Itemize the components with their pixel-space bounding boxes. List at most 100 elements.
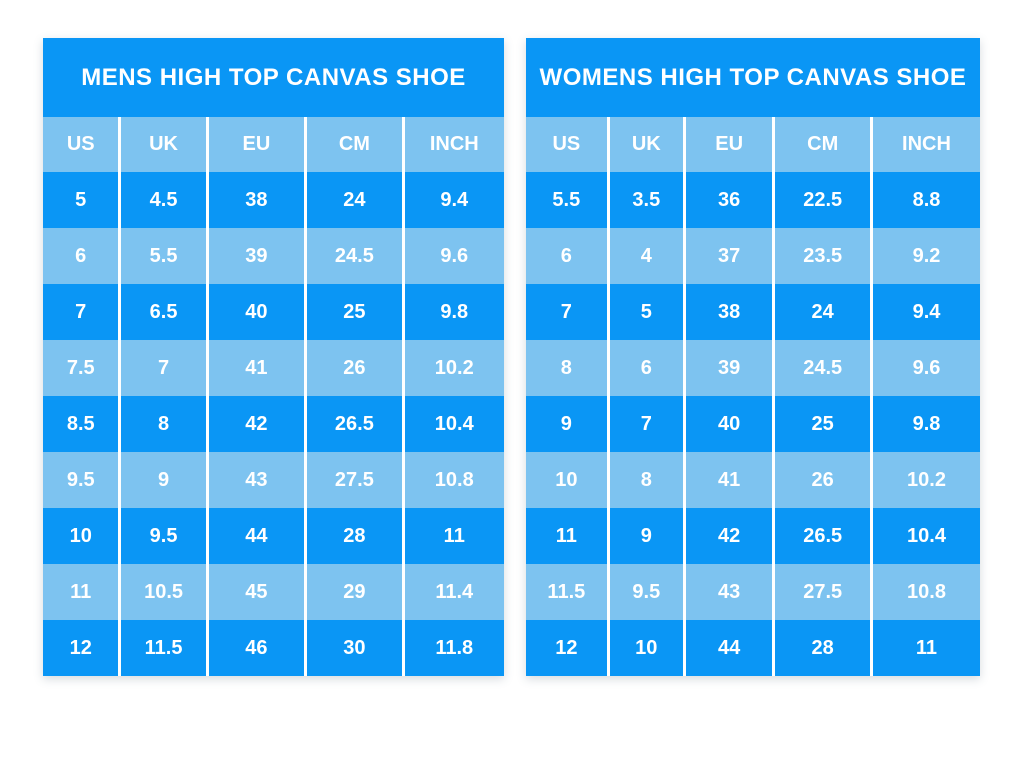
table-row: 7 5 38 24 9.4 <box>526 284 980 340</box>
size-cell: 8 <box>606 452 685 508</box>
size-cell: 11.5 <box>526 564 609 620</box>
column-header-cm: CM <box>304 117 404 172</box>
column-header-uk: UK <box>118 117 208 172</box>
size-cell: 11.8 <box>401 620 504 676</box>
size-cell: 43 <box>205 452 306 508</box>
size-cell: 6.5 <box>118 284 208 340</box>
size-cell: 10 <box>526 452 609 508</box>
table-row: 11.5 9.5 43 27.5 10.8 <box>526 564 980 620</box>
size-cell: 28 <box>772 620 872 676</box>
size-cell: 5 <box>43 172 120 228</box>
size-cell: 11 <box>526 508 609 564</box>
size-cell: 9.5 <box>606 564 685 620</box>
table-row: 5 4.5 38 24 9.4 <box>43 172 504 228</box>
table-row: 5.5 3.5 36 22.5 8.8 <box>526 172 980 228</box>
size-cell: 39 <box>682 340 774 396</box>
size-cell: 42 <box>682 508 774 564</box>
size-cell: 22.5 <box>772 172 872 228</box>
size-cell: 4.5 <box>118 172 208 228</box>
size-cell: 29 <box>304 564 404 620</box>
size-tables-container: MENS HIGH TOP CANVAS SHOE US UK EU CM INCH 5 4.… <box>43 38 980 676</box>
size-cell: 10.4 <box>869 508 980 564</box>
size-cell: 10.5 <box>118 564 208 620</box>
size-cell: 46 <box>205 620 306 676</box>
size-cell: 24.5 <box>772 340 872 396</box>
column-header-cm: CM <box>772 117 872 172</box>
size-cell: 23.5 <box>772 228 872 284</box>
size-cell: 9.5 <box>118 508 208 564</box>
table-title-mens: MENS HIGH TOP CANVAS SHOE <box>43 38 504 117</box>
column-header-eu: EU <box>205 117 306 172</box>
size-cell: 10.8 <box>869 564 980 620</box>
size-cell: 10.4 <box>401 396 504 452</box>
size-cell: 10 <box>43 508 120 564</box>
size-cell: 5.5 <box>526 172 609 228</box>
size-cell: 7 <box>118 340 208 396</box>
column-header-uk: UK <box>606 117 685 172</box>
size-cell: 9.2 <box>869 228 980 284</box>
size-cell: 11.4 <box>401 564 504 620</box>
size-table-mens: MENS HIGH TOP CANVAS SHOE US UK EU CM INCH 5 4.… <box>43 38 504 676</box>
table-row: 11 10.5 45 29 11.4 <box>43 564 504 620</box>
size-cell: 40 <box>205 284 306 340</box>
size-cell: 7 <box>606 396 685 452</box>
table-row: 12 11.5 46 30 11.8 <box>43 620 504 676</box>
table-row: 7 6.5 40 25 9.8 <box>43 284 504 340</box>
size-cell: 6 <box>43 228 120 284</box>
size-cell: 44 <box>205 508 306 564</box>
size-cell: 8 <box>526 340 609 396</box>
size-cell: 25 <box>304 284 404 340</box>
size-cell: 3.5 <box>606 172 685 228</box>
table-row: 8 6 39 24.5 9.6 <box>526 340 980 396</box>
size-cell: 26.5 <box>304 396 404 452</box>
size-cell: 10.8 <box>401 452 504 508</box>
size-cell: 43 <box>682 564 774 620</box>
size-cell: 9.8 <box>869 396 980 452</box>
table-row: 10 9.5 44 28 11 <box>43 508 504 564</box>
table-row: 11 9 42 26.5 10.4 <box>526 508 980 564</box>
size-cell: 9.5 <box>43 452 120 508</box>
size-cell: 9.4 <box>869 284 980 340</box>
size-cell: 7.5 <box>43 340 120 396</box>
table-row: 6 5.5 39 24.5 9.6 <box>43 228 504 284</box>
table-row: 12 10 44 28 11 <box>526 620 980 676</box>
size-cell: 11 <box>869 620 980 676</box>
size-cell: 8 <box>118 396 208 452</box>
size-cell: 9 <box>526 396 609 452</box>
size-cell: 36 <box>682 172 774 228</box>
table-row: 8.5 8 42 26.5 10.4 <box>43 396 504 452</box>
table-row: 10 8 41 26 10.2 <box>526 452 980 508</box>
size-cell: 6 <box>606 340 685 396</box>
size-cell: 5.5 <box>118 228 208 284</box>
table-row: 6 4 37 23.5 9.2 <box>526 228 980 284</box>
size-cell: 10.2 <box>869 452 980 508</box>
size-cell: 38 <box>682 284 774 340</box>
size-cell: 39 <box>205 228 306 284</box>
size-cell: 9.6 <box>401 228 504 284</box>
size-cell: 5 <box>606 284 685 340</box>
size-cell: 7 <box>526 284 609 340</box>
size-cell: 8.5 <box>43 396 120 452</box>
size-cell: 11 <box>43 564 120 620</box>
size-cell: 38 <box>205 172 306 228</box>
size-cell: 27.5 <box>772 564 872 620</box>
size-cell: 41 <box>682 452 774 508</box>
table-row: 9.5 9 43 27.5 10.8 <box>43 452 504 508</box>
size-cell: 26 <box>304 340 404 396</box>
size-cell: 9.4 <box>401 172 504 228</box>
size-cell: 24 <box>772 284 872 340</box>
size-cell: 12 <box>526 620 609 676</box>
size-cell: 24.5 <box>304 228 404 284</box>
size-cell: 9 <box>606 508 685 564</box>
column-header-us: US <box>43 117 120 172</box>
size-cell: 42 <box>205 396 306 452</box>
table-row: 7.5 7 41 26 10.2 <box>43 340 504 396</box>
table-title-womens: WOMENS HIGH TOP CANVAS SHOE <box>526 38 980 117</box>
size-cell: 30 <box>304 620 404 676</box>
size-cell: 28 <box>304 508 404 564</box>
size-cell: 4 <box>606 228 685 284</box>
size-cell: 10.2 <box>401 340 504 396</box>
size-cell: 6 <box>526 228 609 284</box>
size-table-womens: WOMENS HIGH TOP CANVAS SHOE US UK EU CM INCH 5… <box>526 38 980 676</box>
